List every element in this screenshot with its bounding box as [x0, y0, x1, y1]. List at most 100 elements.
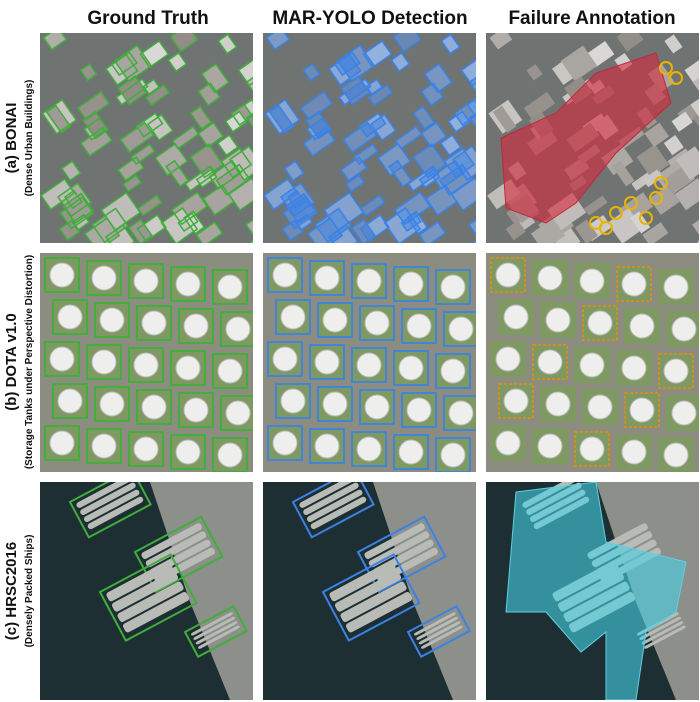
- building: [143, 79, 160, 95]
- ship: [329, 560, 396, 602]
- failure-region: [505, 482, 687, 700]
- building: [351, 219, 376, 243]
- ship: [306, 489, 363, 523]
- box: [327, 224, 359, 243]
- box: [498, 383, 534, 419]
- box: [440, 33, 461, 55]
- box: [351, 263, 387, 299]
- box: [127, 218, 154, 243]
- box: [418, 168, 441, 189]
- box: [44, 257, 80, 293]
- panel-content: [40, 33, 253, 243]
- box: [453, 98, 476, 126]
- column-header: Ground Truth: [87, 8, 208, 29]
- box: [267, 341, 303, 377]
- ship: [198, 625, 240, 649]
- tank: [49, 430, 75, 456]
- ship: [299, 482, 355, 508]
- building: [451, 178, 476, 211]
- box: [94, 302, 130, 338]
- ship: [76, 482, 132, 508]
- box: [98, 553, 198, 642]
- building: [307, 218, 343, 243]
- building: [84, 218, 120, 243]
- image-panel: [263, 482, 476, 700]
- box: [443, 395, 476, 431]
- tank: [91, 433, 117, 459]
- box: [216, 133, 239, 157]
- box: [197, 82, 222, 107]
- box: [624, 392, 660, 428]
- box: [263, 177, 299, 211]
- box: [418, 221, 447, 243]
- box: [119, 121, 155, 154]
- box: [146, 113, 174, 142]
- tank: [406, 313, 432, 339]
- tank: [217, 358, 243, 384]
- ship: [416, 616, 459, 640]
- box: [283, 160, 305, 182]
- box: [450, 177, 476, 212]
- building: [43, 33, 67, 50]
- tank: [398, 355, 424, 381]
- box: [350, 218, 377, 243]
- tank: [503, 304, 529, 330]
- box: [275, 299, 311, 335]
- building: [684, 56, 699, 86]
- box: [86, 260, 122, 296]
- box: [237, 54, 253, 87]
- box: [412, 105, 436, 130]
- tank: [629, 313, 655, 339]
- tank: [364, 394, 390, 420]
- box: [45, 104, 72, 134]
- box: [160, 207, 199, 243]
- building: [228, 178, 253, 211]
- tank: [272, 262, 298, 288]
- tank: [671, 400, 697, 426]
- ship: [80, 482, 136, 515]
- building: [636, 144, 670, 178]
- image-panel: [40, 33, 253, 243]
- tank: [537, 433, 563, 459]
- box: [178, 392, 214, 428]
- tank: [663, 442, 689, 468]
- box: [142, 78, 161, 96]
- box: [340, 75, 371, 106]
- box: [435, 269, 471, 305]
- tank: [91, 265, 117, 291]
- building: [674, 178, 699, 211]
- building: [368, 85, 393, 106]
- image-panel: [486, 33, 699, 243]
- tank: [579, 268, 605, 294]
- image-panel: [263, 253, 476, 472]
- box: [435, 437, 471, 472]
- building: [138, 195, 162, 216]
- box: [86, 428, 122, 464]
- tank: [217, 274, 243, 300]
- tank: [579, 436, 605, 462]
- box: [200, 63, 230, 94]
- box: [351, 347, 387, 383]
- box: [60, 160, 82, 182]
- tank: [587, 394, 613, 420]
- box: [359, 389, 395, 425]
- tank: [49, 346, 75, 372]
- ship: [364, 523, 425, 559]
- box: [309, 260, 345, 296]
- box: [393, 350, 429, 386]
- failure-marker: [649, 191, 663, 205]
- tank: [495, 430, 521, 456]
- tank: [175, 271, 201, 297]
- tank: [280, 388, 306, 414]
- column-header: Failure Annotation: [508, 8, 675, 29]
- box: [342, 121, 378, 154]
- box: [230, 98, 253, 126]
- box: [212, 353, 248, 389]
- tank: [503, 388, 529, 414]
- building: [378, 143, 411, 176]
- box: [393, 191, 432, 226]
- building: [671, 111, 693, 132]
- tank: [621, 271, 647, 297]
- building: [523, 91, 556, 120]
- building: [630, 211, 651, 234]
